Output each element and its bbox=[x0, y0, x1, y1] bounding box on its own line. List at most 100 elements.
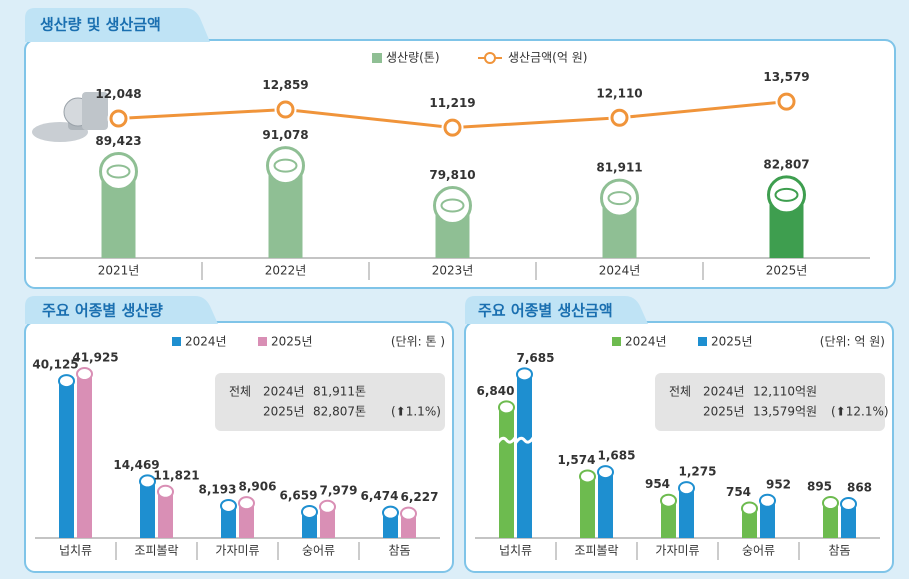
fish-icon bbox=[106, 164, 131, 179]
x-tick-label: 참돔 bbox=[388, 544, 410, 558]
value-label: 12,110 bbox=[596, 86, 642, 100]
bar-cap bbox=[678, 481, 695, 496]
value-label: 8,193 bbox=[199, 482, 237, 496]
bar bbox=[661, 500, 676, 538]
bar bbox=[158, 491, 173, 538]
bar-cap bbox=[600, 178, 639, 218]
fish-icon bbox=[273, 158, 298, 173]
bar bbox=[499, 407, 514, 538]
bar bbox=[221, 505, 236, 538]
x-tick-label: 넙치류 bbox=[499, 544, 532, 558]
bar bbox=[77, 374, 92, 538]
value-label: 12,048 bbox=[95, 87, 141, 101]
summary-change: (⬆12.1%) bbox=[831, 405, 889, 419]
bar bbox=[823, 502, 838, 538]
axis-break bbox=[514, 436, 535, 445]
summary-year: 2024년 bbox=[703, 385, 745, 399]
bar bbox=[517, 374, 532, 538]
x-tick-label: 숭어류 bbox=[742, 544, 775, 558]
coin-icon bbox=[32, 92, 108, 142]
bar bbox=[580, 476, 595, 538]
summary-year: 2024년 bbox=[263, 385, 305, 399]
bar-cap bbox=[99, 151, 138, 191]
bar-cap bbox=[238, 496, 255, 511]
value-label: 1,574 bbox=[558, 453, 596, 467]
summary-label: 전체 bbox=[669, 385, 691, 399]
bar-cap bbox=[759, 493, 776, 508]
value-label: 1,685 bbox=[598, 449, 636, 463]
bar bbox=[841, 504, 856, 538]
fish-icon bbox=[440, 198, 465, 213]
x-tick-label: 가자미류 bbox=[655, 544, 699, 558]
value-label: 952 bbox=[766, 477, 791, 491]
summary-box bbox=[215, 373, 445, 431]
panel-title: 주요 어종별 생산금액 bbox=[478, 302, 613, 320]
legend-marker bbox=[484, 52, 496, 64]
x-tick-label: 넙치류 bbox=[59, 544, 92, 558]
bar-cap bbox=[157, 484, 174, 499]
value-label: 8,906 bbox=[239, 480, 277, 494]
legend-label: 2024년 bbox=[185, 335, 227, 349]
bar-cap bbox=[579, 469, 596, 484]
axis-break bbox=[496, 436, 517, 445]
bar bbox=[679, 488, 694, 538]
bar-cap bbox=[301, 504, 318, 519]
summary-year: 2025년 bbox=[703, 405, 745, 419]
legend-label: 2025년 bbox=[711, 335, 753, 349]
panel-title: 주요 어종별 생산량 bbox=[42, 302, 163, 320]
value-label: 89,423 bbox=[95, 134, 141, 148]
bar bbox=[302, 511, 317, 538]
tab bbox=[25, 8, 210, 42]
bar-cap bbox=[400, 506, 417, 521]
legend-swatch bbox=[612, 337, 621, 346]
bar bbox=[239, 503, 254, 538]
bar bbox=[59, 381, 74, 538]
bar bbox=[742, 508, 757, 538]
value-label: 6,840 bbox=[477, 384, 515, 398]
fish-icon bbox=[774, 187, 799, 202]
marker-inner bbox=[279, 103, 292, 116]
bar-cap bbox=[767, 175, 806, 215]
value-label: 40,125 bbox=[32, 358, 78, 372]
value-label: 1,275 bbox=[679, 465, 717, 479]
bar-cap bbox=[58, 374, 75, 389]
panel bbox=[24, 39, 896, 289]
bar bbox=[760, 500, 775, 538]
value-label: 895 bbox=[807, 479, 832, 493]
fish-icon bbox=[607, 191, 632, 206]
legend-swatch bbox=[372, 53, 382, 63]
marker-inner bbox=[446, 121, 459, 134]
bar bbox=[320, 506, 335, 538]
summary-value: 81,911톤 bbox=[313, 385, 366, 399]
bar-cap bbox=[382, 505, 399, 520]
bar-cap bbox=[76, 367, 93, 382]
legend-label: 생산금액(억 원) bbox=[508, 51, 587, 65]
bar-cap bbox=[660, 493, 677, 508]
summary-value: 82,807톤 bbox=[313, 405, 366, 419]
summary-year: 2025년 bbox=[263, 405, 305, 419]
tab bbox=[25, 296, 218, 324]
value-label: 82,807 bbox=[763, 157, 809, 171]
bar-cap bbox=[433, 186, 472, 226]
bar-cap bbox=[741, 501, 758, 516]
bar-cap bbox=[220, 498, 237, 513]
value-label: 6,227 bbox=[401, 490, 439, 504]
value-label: 7,685 bbox=[517, 351, 555, 365]
value-label: 954 bbox=[645, 477, 670, 491]
bar-cap bbox=[597, 465, 614, 480]
marker-inner bbox=[780, 95, 793, 108]
bar-cap bbox=[516, 367, 533, 382]
legend-swatch bbox=[258, 337, 267, 346]
legend-swatch bbox=[698, 337, 707, 346]
bar bbox=[383, 512, 398, 538]
value-label: 7,979 bbox=[320, 483, 358, 497]
x-tick-label: 2024년 bbox=[599, 264, 641, 278]
value-label: 91,078 bbox=[262, 128, 308, 142]
x-tick-label: 숭어류 bbox=[302, 544, 335, 558]
tab bbox=[465, 296, 648, 324]
marker-inner bbox=[112, 112, 125, 125]
bar-cap bbox=[822, 495, 839, 510]
value-label: 14,469 bbox=[113, 458, 159, 472]
bar bbox=[598, 472, 613, 538]
x-tick-label: 조피볼락 bbox=[574, 544, 618, 558]
